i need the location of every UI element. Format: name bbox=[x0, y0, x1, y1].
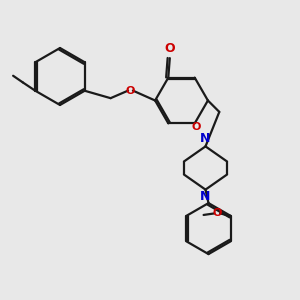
Text: O: O bbox=[212, 208, 222, 218]
Text: O: O bbox=[191, 122, 201, 132]
Text: O: O bbox=[164, 41, 175, 55]
Text: N: N bbox=[200, 190, 211, 203]
Text: O: O bbox=[126, 85, 135, 96]
Text: N: N bbox=[200, 133, 211, 146]
